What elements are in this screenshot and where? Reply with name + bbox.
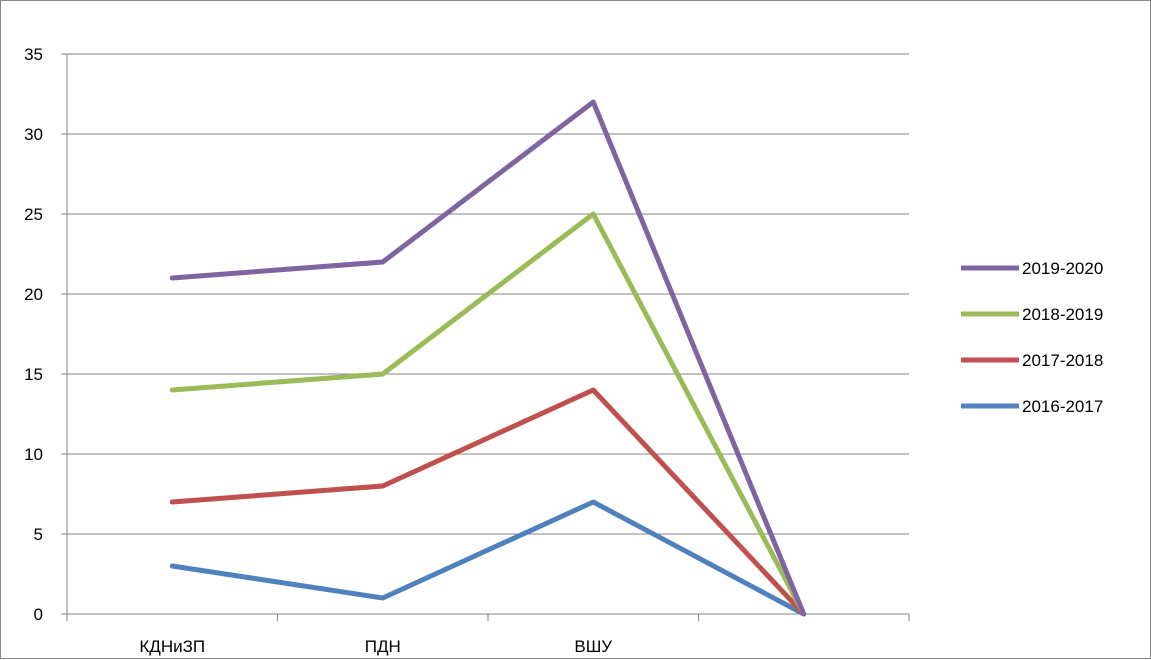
y-tick-label: 15 bbox=[24, 365, 43, 384]
legend-label: 2016-2017 bbox=[1022, 397, 1103, 416]
y-tick-label: 30 bbox=[24, 125, 43, 144]
legend-label: 2018-2019 bbox=[1022, 305, 1103, 324]
y-tick-label: 10 bbox=[24, 445, 43, 464]
y-tick-label: 35 bbox=[24, 45, 43, 64]
legend: 2019-2020 2018-2019 2017-2018 2016-2017 bbox=[961, 259, 1103, 416]
axes: 0 5 10 15 20 25 30 35 КДНиЗП ПДН ВШУ bbox=[24, 45, 910, 656]
y-tick-label: 25 bbox=[24, 205, 43, 224]
x-tick-label: КДНиЗП bbox=[139, 637, 205, 656]
legend-label: 2017-2018 bbox=[1022, 351, 1103, 370]
legend-item: 2018-2019 bbox=[961, 305, 1103, 324]
legend-item: 2019-2020 bbox=[961, 259, 1103, 278]
series-line-2016-2017 bbox=[169, 499, 807, 617]
series-line-2019-2020 bbox=[169, 99, 807, 617]
y-tick-label: 0 bbox=[34, 605, 43, 624]
grid-lines bbox=[61, 53, 909, 615]
series-line-2018-2019 bbox=[169, 211, 807, 617]
legend-item: 2017-2018 bbox=[961, 351, 1103, 370]
x-tick-label: ВШУ bbox=[574, 637, 612, 656]
series-line-2017-2018 bbox=[169, 387, 807, 617]
y-tick-label: 5 bbox=[34, 525, 43, 544]
x-tick-label: ПДН bbox=[365, 637, 401, 656]
legend-item: 2016-2017 bbox=[961, 397, 1103, 416]
y-tick-label: 20 bbox=[24, 285, 43, 304]
legend-label: 2019-2020 bbox=[1022, 259, 1103, 278]
series-lines bbox=[169, 99, 807, 617]
